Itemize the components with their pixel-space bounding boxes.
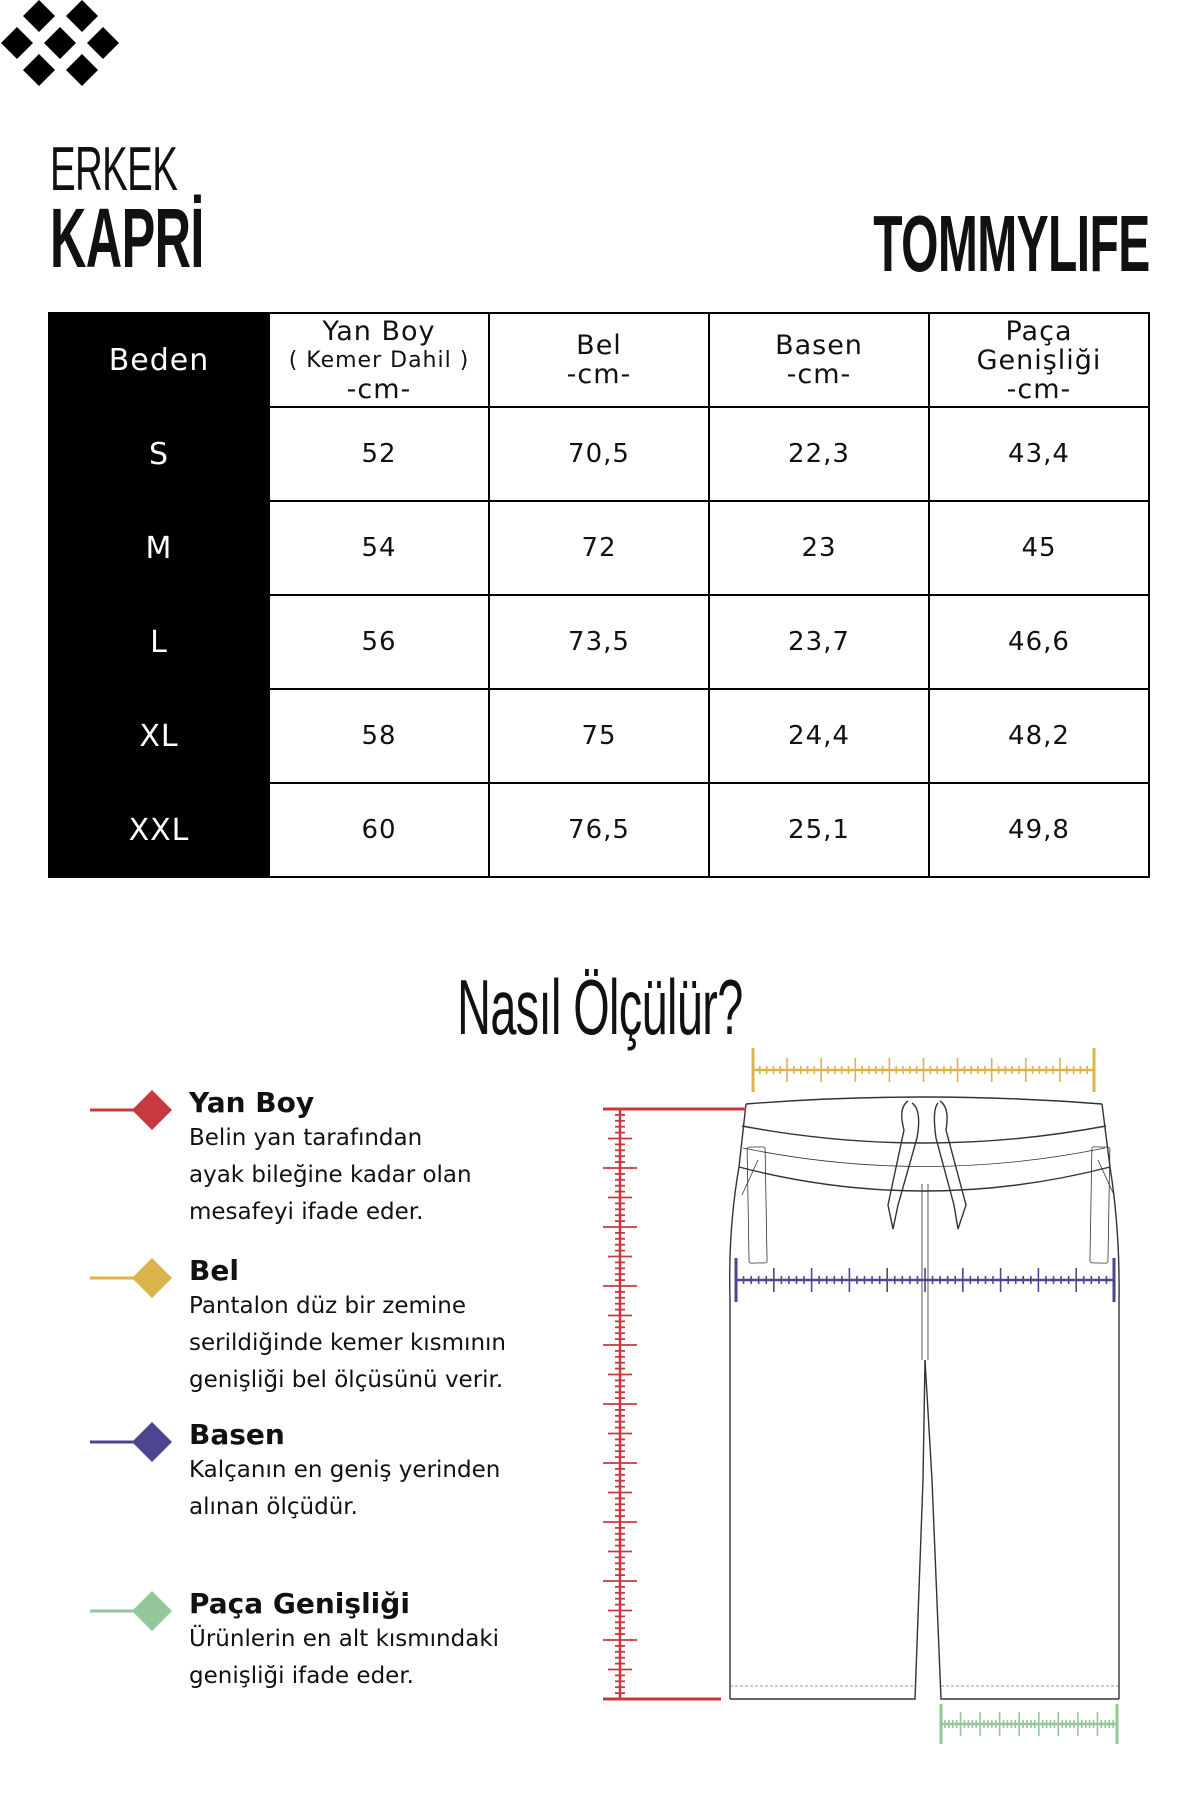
table-row: XXL 60 76,5 25,1 49,8 bbox=[48, 782, 1150, 878]
legend-line: Pantalon düz bir zemine bbox=[189, 1293, 467, 1319]
legend-line: serildiğinde kemer kısmının bbox=[189, 1330, 506, 1356]
right-outseam bbox=[1101, 1103, 1120, 1699]
legend-diamond-icon bbox=[132, 1591, 172, 1631]
drawstring-right bbox=[933, 1100, 967, 1230]
measurement-cell: 70,5 bbox=[488, 406, 710, 502]
size-cell: M bbox=[48, 500, 270, 596]
measurement-cell: 73,5 bbox=[488, 594, 710, 690]
measurement-cell: 25,1 bbox=[708, 782, 930, 878]
header-yan-boy: Yan Boy( Kemer Dahil ) -cm- bbox=[268, 312, 490, 408]
header-label: Bel bbox=[576, 330, 622, 361]
header-unit: -cm- bbox=[566, 359, 632, 390]
legend-line: Belin yan tarafından bbox=[189, 1125, 423, 1151]
legend-title: Paça Genişliği bbox=[189, 1587, 410, 1620]
legend-line: Ürünlerin en alt kısmındaki bbox=[189, 1626, 500, 1652]
legend-line: Kalçanın en geniş yerinden bbox=[189, 1457, 501, 1483]
measurement-cell: 24,4 bbox=[708, 688, 930, 784]
header-bel: Bel -cm- bbox=[488, 312, 710, 408]
brand-logo-icon bbox=[1, 0, 119, 86]
measurement-cell: 22,3 bbox=[708, 406, 930, 502]
measurement-cell: 54 bbox=[268, 500, 490, 596]
measurement-cell: 76,5 bbox=[488, 782, 710, 878]
table-header-row: Beden Yan Boy( Kemer Dahil ) -cm- Bel -cm-… bbox=[48, 312, 1150, 408]
size-cell: XXL bbox=[48, 782, 270, 878]
table-row: S 52 70,5 22,3 43,4 bbox=[48, 406, 1150, 502]
table-row: M 54 72 23 45 bbox=[48, 500, 1150, 596]
legend-description: Kalçanın en geniş yerinden alınan ölçüdür… bbox=[189, 1452, 569, 1526]
measurement-cell: 23,7 bbox=[708, 594, 930, 690]
legend-description: Pantalon düz bir zemine serildiğinde keme… bbox=[189, 1288, 569, 1399]
legend-line: genişliği bel ölçüsünü verir. bbox=[189, 1367, 504, 1393]
legend-title: Bel bbox=[189, 1254, 239, 1287]
header-unit: -cm- bbox=[346, 373, 412, 405]
left-leg-hem bbox=[730, 1359, 926, 1700]
table-row: XL 58 75 24,4 48,2 bbox=[48, 688, 1150, 784]
measurement-cell: 58 bbox=[268, 688, 490, 784]
guide-title-text: Nasıl Ölçülür? bbox=[457, 963, 743, 1051]
header-label: Paça bbox=[1005, 315, 1073, 347]
legend-description: Ürünlerin en alt kısmındaki genişliği ifa… bbox=[189, 1621, 569, 1695]
header-label: Basen bbox=[775, 330, 863, 361]
legend-line: mesafeyi ifade eder. bbox=[189, 1199, 424, 1225]
pants-illustration bbox=[728, 1096, 1120, 1700]
measurement-cell: 72 bbox=[488, 500, 710, 596]
measurement-cell: 48,2 bbox=[928, 688, 1150, 784]
header-unit: -cm- bbox=[1006, 373, 1072, 405]
table-row: L 56 73,5 23,7 46,6 bbox=[48, 594, 1150, 690]
measurement-cell: 46,6 bbox=[928, 594, 1150, 690]
measurement-cell: 23 bbox=[708, 500, 930, 596]
header-label: Genişliği bbox=[976, 344, 1102, 376]
size-cell: S bbox=[48, 406, 270, 502]
legend-diamond-icon bbox=[132, 1258, 172, 1298]
legend-line: genişliği ifade eder. bbox=[189, 1663, 414, 1689]
size-table: Beden Yan Boy( Kemer Dahil ) -cm- Bel -cm-… bbox=[48, 312, 1150, 878]
size-cell: XL bbox=[48, 688, 270, 784]
waistband-top bbox=[745, 1096, 1103, 1105]
product-title: KAPRİ bbox=[50, 191, 204, 285]
legend-line: ayak bileğine kadar olan bbox=[189, 1162, 472, 1188]
header-basen: Basen -cm- bbox=[708, 312, 930, 408]
legend-description: Belin yan tarafından ayak bileğine kadar … bbox=[189, 1120, 569, 1231]
header-label: Yan Boy bbox=[322, 315, 436, 347]
measurement-cell: 60 bbox=[268, 782, 490, 878]
right-pocket-zip bbox=[1089, 1146, 1111, 1264]
left-outseam bbox=[728, 1103, 747, 1699]
legend-title: Basen bbox=[189, 1418, 285, 1451]
measurement-cell: 49,8 bbox=[928, 782, 1150, 878]
waistband-bottom bbox=[741, 1125, 1107, 1144]
legend-diamond-icon bbox=[132, 1422, 172, 1462]
legend-line: alınan ölçüdür. bbox=[189, 1494, 358, 1520]
right-leg-hem bbox=[924, 1359, 1119, 1700]
header-unit: -cm- bbox=[786, 359, 852, 390]
measurement-cell: 43,4 bbox=[928, 406, 1150, 502]
size-cell: L bbox=[48, 594, 270, 690]
legend-title: Yan Boy bbox=[189, 1086, 315, 1119]
drawstring-left bbox=[887, 1100, 920, 1230]
measurement-cell: 75 bbox=[488, 688, 710, 784]
measurement-cell: 45 bbox=[928, 500, 1150, 596]
waist-seam bbox=[738, 1166, 1111, 1192]
left-pocket-zip bbox=[746, 1146, 768, 1264]
category-label: ERKEK bbox=[50, 135, 178, 204]
header-paca: Paça Genişliği -cm- bbox=[928, 312, 1150, 408]
guide-title: Nasıl Ölçülür? bbox=[0, 962, 1200, 1053]
fly bbox=[921, 1184, 929, 1360]
header-beden: Beden bbox=[48, 312, 270, 408]
header-sublabel: ( Kemer Dahil ) bbox=[288, 347, 470, 373]
legend-diamond-icon bbox=[132, 1090, 172, 1130]
brand-name: TOMMYLIFE bbox=[873, 199, 1151, 288]
measurement-cell: 56 bbox=[268, 594, 490, 690]
measurement-cell: 52 bbox=[268, 406, 490, 502]
